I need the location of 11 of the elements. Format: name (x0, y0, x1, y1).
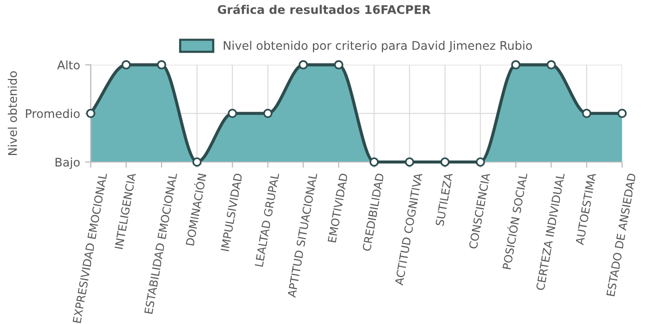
legend-label: Nivel obtenido por criterio para David Jimenez Rubio (224, 40, 532, 52)
x-tick-label: ACTITUD COGNITIVA (394, 172, 423, 286)
x-tick-label: POSICIÓN SOCIAL (500, 172, 528, 270)
category-label: Alto (57, 60, 80, 70)
chart-title: Gráfica de resultados 16FACPER (218, 4, 431, 14)
x-tick-label: LEALTAD GRUPAL (254, 172, 280, 267)
y-axis-title: Nivel obtenido (8, 71, 17, 155)
x-tick-label: ESTADO DE ANSIEDAD (606, 173, 636, 296)
category-label: Promedio (26, 108, 80, 118)
category-label: Bajo (56, 158, 80, 169)
x-tick-label: SUTILEZA (435, 172, 453, 226)
